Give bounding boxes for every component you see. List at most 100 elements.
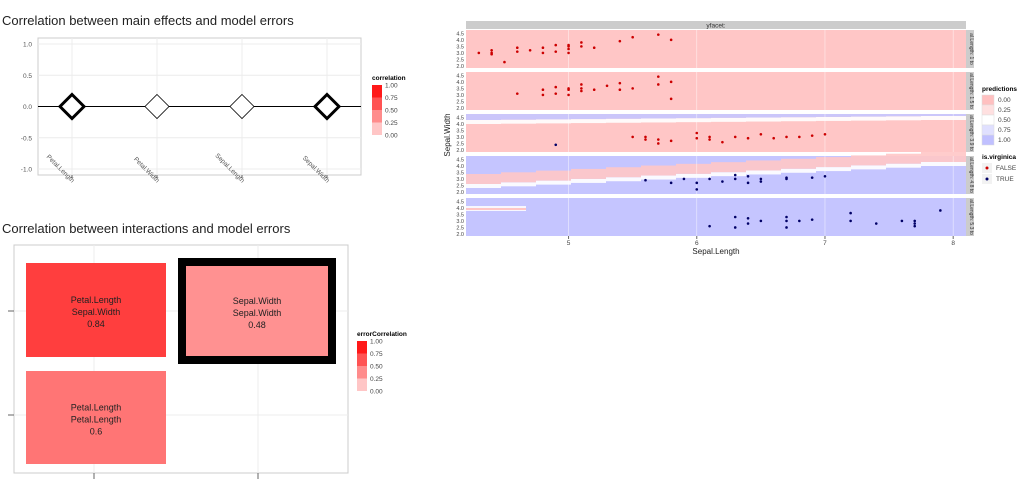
interactions-chart: Petal.Length Sepal.Width 0.84 Sepal.Width Se… <box>8 244 407 479</box>
data-point <box>644 138 647 141</box>
prediction-background <box>466 30 966 68</box>
data-point <box>733 173 737 177</box>
prediction-band <box>536 119 571 124</box>
prediction-band <box>746 160 781 171</box>
prediction-band <box>571 119 606 124</box>
prediction-band <box>641 114 676 119</box>
prediction-band <box>466 120 501 124</box>
data-point <box>823 175 827 178</box>
x-tick-label: 5 <box>567 240 571 247</box>
y-tick-label: 2.0 <box>456 148 464 154</box>
data-point <box>785 219 788 223</box>
y-tick-label: 4.5 <box>456 73 464 79</box>
prediction-band <box>501 182 536 187</box>
main-effects-title: Correlation between main effects and mod… <box>2 13 294 28</box>
data-point <box>567 47 570 51</box>
y-tick-label: 1.0 <box>23 42 32 49</box>
data-point <box>913 219 917 223</box>
cell-label-line1: Petal.Length <box>71 295 122 305</box>
data-point <box>733 177 737 181</box>
legend-color-step <box>357 378 367 392</box>
data-point <box>708 224 711 228</box>
x-tick-label: 7 <box>823 240 827 247</box>
faceted-scatter-chart: yfacet: 4.54.03.53.02.52.0al.Length: 1 t… <box>443 21 1017 256</box>
data-point <box>605 84 609 88</box>
prediction-band <box>781 158 816 169</box>
prediction-band <box>606 118 641 123</box>
cell-label-line2: Sepal.Width <box>72 307 121 317</box>
data-point <box>477 51 481 55</box>
prediction-band <box>886 116 921 121</box>
prediction-band <box>921 114 966 116</box>
data-point <box>695 131 699 135</box>
y-tick-label: 4.0 <box>456 80 464 86</box>
data-point <box>798 135 801 139</box>
prediction-band <box>466 174 501 184</box>
data-point <box>810 176 814 179</box>
data-point <box>669 80 673 84</box>
prediction-band <box>921 152 966 162</box>
cell-label-line1: Petal.Length <box>71 403 122 413</box>
heatmap-cell <box>26 263 166 357</box>
data-point <box>580 89 583 93</box>
data-point <box>541 93 545 97</box>
y-tick-label: 2.0 <box>456 232 464 238</box>
legend-color-step <box>372 122 382 136</box>
prediction-band <box>816 167 851 172</box>
y-tick-label: 4.5 <box>456 199 464 205</box>
legend-tick-label: 0.50 <box>370 364 383 371</box>
y-tick-label: 3.5 <box>456 44 464 50</box>
data-point <box>657 83 660 86</box>
data-point <box>657 142 660 145</box>
data-point <box>785 135 788 139</box>
prediction-band <box>921 116 966 120</box>
legend-tick-label: 1.00 <box>385 83 398 90</box>
data-point <box>503 60 506 64</box>
legend-color-step <box>372 110 382 123</box>
y-tick-label: 2.5 <box>456 57 464 63</box>
y-tick-label: 3.5 <box>456 128 464 134</box>
data-point <box>785 176 788 179</box>
cell-value: 0.48 <box>248 320 266 330</box>
prediction-band <box>501 114 536 120</box>
y-tick-label: 3.5 <box>456 212 464 218</box>
prediction-band <box>606 177 641 182</box>
y-tick-label: 4.0 <box>456 38 464 44</box>
y-tick-label: 2.5 <box>456 99 464 105</box>
cell-value: 0.6 <box>90 427 103 437</box>
prediction-band <box>746 117 781 122</box>
x-axis-label: Sepal.Length <box>692 247 739 256</box>
legend-color-step <box>357 366 367 379</box>
legend-item-label: TRUE <box>996 176 1014 183</box>
y-tick-label: 4.0 <box>456 164 464 170</box>
data-point <box>682 177 686 181</box>
prediction-band <box>816 114 851 117</box>
data-point <box>785 226 788 229</box>
data-point <box>592 46 596 49</box>
data-point <box>567 51 570 55</box>
y-tick-label: -1.0 <box>21 167 33 174</box>
main-effect-point <box>144 93 170 120</box>
facet-strip-label: al.Length: 4.8 to <box>968 157 974 193</box>
prediction-background <box>466 198 966 236</box>
data-point <box>669 181 673 185</box>
legend-tick-label: 0.25 <box>370 376 383 383</box>
data-point <box>644 135 647 139</box>
facet-strip-label: al.Length: 3.9 to <box>968 115 974 151</box>
y-tick-label: -0.5 <box>21 135 33 142</box>
data-point <box>567 43 570 47</box>
prediction-band <box>676 163 711 174</box>
data-point <box>708 138 711 141</box>
prediction-band <box>921 162 966 166</box>
prediction-band <box>781 114 816 118</box>
prediction-band <box>851 165 886 170</box>
main-effect-point <box>229 93 255 120</box>
data-point <box>657 75 660 78</box>
prediction-band <box>676 173 711 178</box>
data-point <box>759 177 763 181</box>
prediction-band <box>851 116 886 121</box>
data-point <box>618 39 622 43</box>
main-effect-point <box>312 92 342 121</box>
data-point <box>515 92 519 95</box>
facet-title: yfacet: <box>706 23 725 30</box>
